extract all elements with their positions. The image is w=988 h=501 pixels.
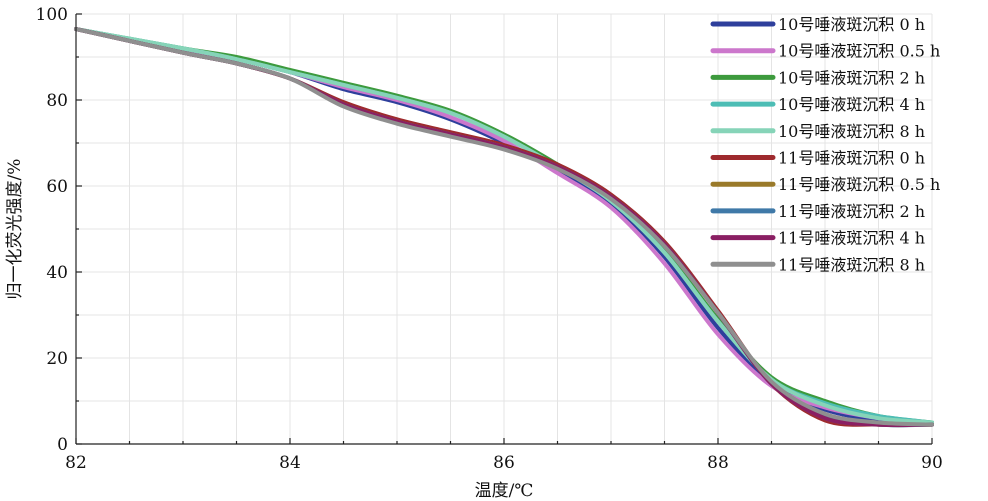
y-tick-label: 60 [46, 177, 68, 197]
series-layer [74, 27, 934, 428]
y-tick-label: 100 [36, 5, 68, 25]
series-line-5 [74, 27, 934, 425]
y-tick-label: 40 [46, 263, 68, 283]
legend-label: 11号唾液斑沉积 2 h [778, 202, 925, 221]
legend-label: 10号唾液斑沉积 0.5 h [778, 42, 940, 61]
legend: 10号唾液斑沉积 0 h 10号唾液斑沉积 0.5 h 10号唾液斑沉积 2 h 10… [710, 15, 940, 274]
x-tick-label: 82 [65, 453, 87, 473]
y-axis-label: 归一化荧光强度/% [5, 159, 25, 300]
legend-label: 10号唾液斑沉积 8 h [778, 122, 925, 141]
x-axis-label: 温度/℃ [475, 481, 534, 501]
x-tick-label: 84 [279, 453, 301, 473]
series-line-10 [74, 27, 934, 427]
y-tick-label: 0 [57, 435, 68, 455]
legend-label: 11号唾液斑沉积 0.5 h [778, 175, 940, 194]
x-tick-label: 90 [921, 453, 943, 473]
y-tick-label: 20 [46, 349, 68, 369]
legend-label: 10号唾液斑沉积 2 h [778, 68, 925, 87]
legend-label: 10号唾液斑沉积 4 h [778, 95, 925, 114]
legend-label: 11号唾液斑沉积 0 h [778, 149, 925, 168]
legend-label: 10号唾液斑沉积 0 h [778, 15, 925, 34]
legend-label: 11号唾液斑沉积 4 h [778, 229, 925, 248]
y-tick-label: 80 [46, 91, 68, 111]
legend-label: 11号唾液斑沉积 8 h [778, 255, 925, 274]
axes: 82 84 86 88 90 0 20 40 60 80 100 [36, 5, 943, 473]
x-tick-label: 88 [707, 453, 729, 473]
x-tick-label: 86 [493, 453, 515, 473]
